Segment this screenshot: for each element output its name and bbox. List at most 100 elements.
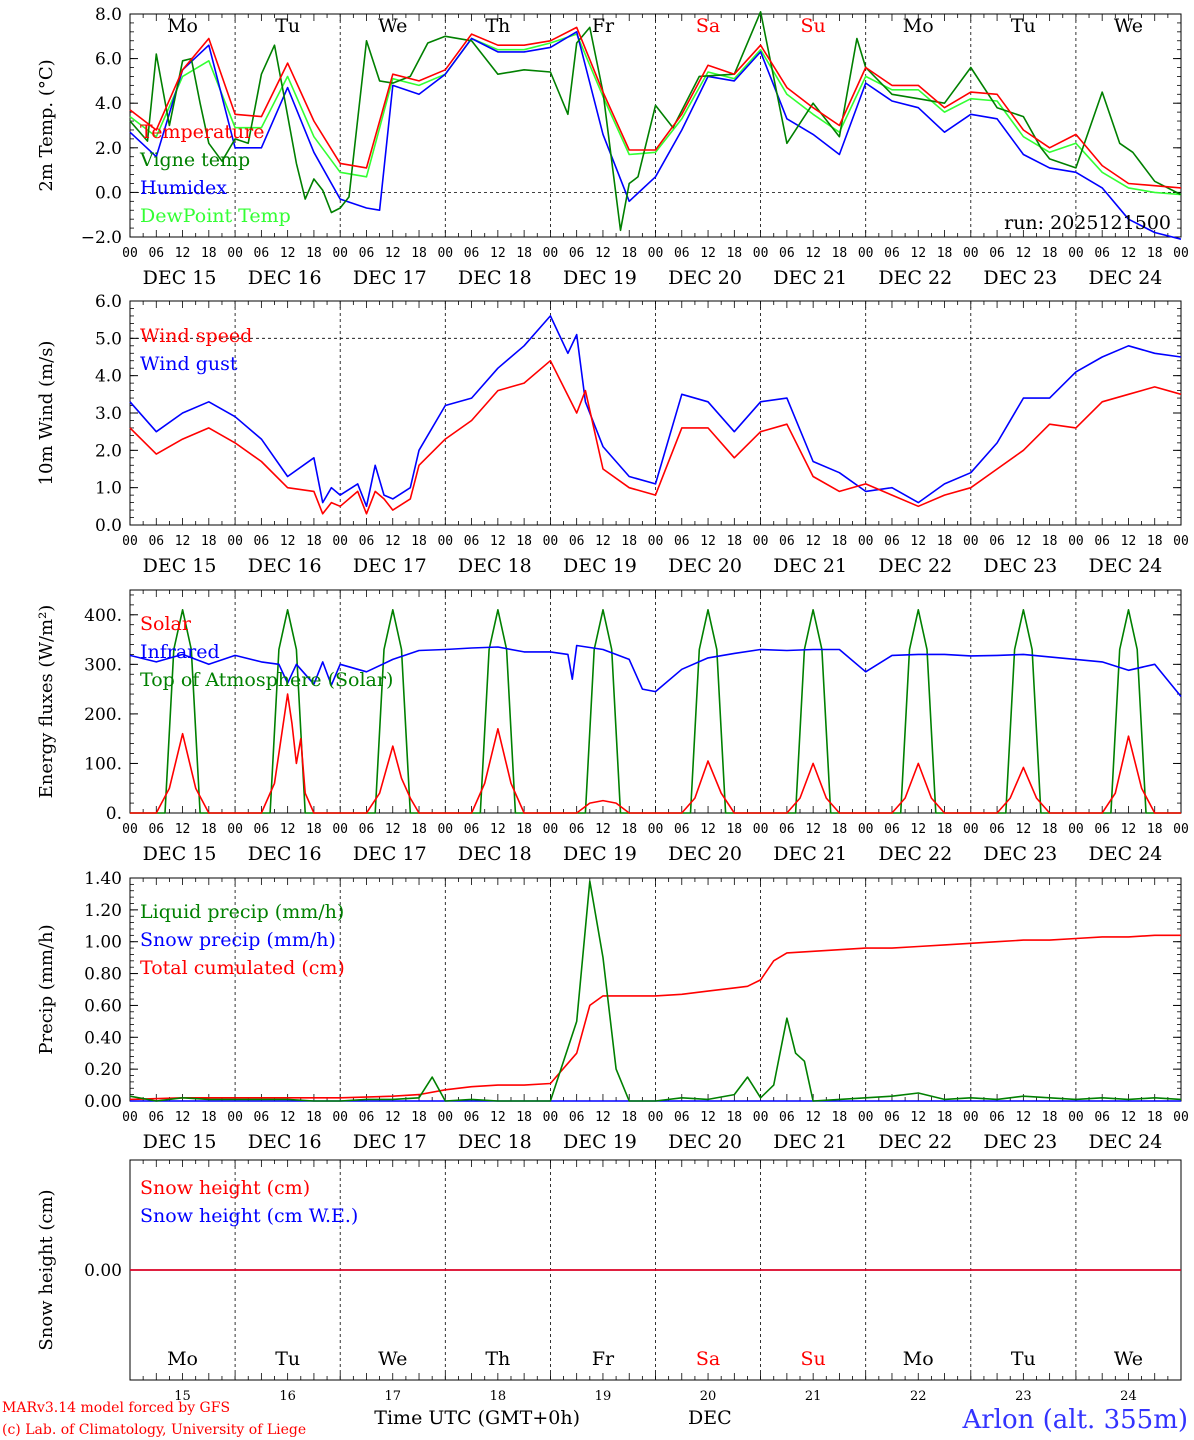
wind-panel: 0.0 1.0 2.0 3.0 4.0 5.0 6.0 10m Wind (m/s) Wind …: [36, 292, 1189, 577]
temperature-hour-label: 18: [832, 246, 848, 261]
energy-hour-label: 18: [1147, 822, 1163, 837]
energy-panel: 0. 100. 200. 300. 400. Energy fluxes (W/m²) So…: [36, 589, 1189, 865]
temperature-hour-label: 12: [910, 246, 926, 261]
wind-hour-label: 06: [569, 534, 585, 549]
energy-hour-label: 00: [122, 822, 138, 837]
wind-hour-label: 18: [201, 534, 217, 549]
station-label: Arlon (alt. 355m): [961, 1405, 1188, 1435]
wind-hour-label: 18: [411, 534, 427, 549]
energy-hour-label: 12: [700, 822, 716, 837]
energy-hour-label: 12: [595, 822, 611, 837]
wind-hour-label: 12: [280, 534, 296, 549]
temperature-weekday-label: We: [378, 15, 407, 37]
temperature-hour-label: 06: [148, 246, 164, 261]
precip-hour-label: 18: [1042, 1110, 1058, 1125]
energy-hour-label: 18: [726, 822, 742, 837]
precip-hour-label: 18: [516, 1110, 532, 1125]
temperature-y-tick-label: 2.0: [95, 139, 122, 159]
precip-hour-label: 00: [963, 1110, 979, 1125]
x-axis-month: DEC: [688, 1407, 732, 1429]
energy-hour-label: 06: [779, 822, 795, 837]
energy-series-solar: [130, 693, 1181, 814]
snow-weekday-label: We: [378, 1348, 407, 1370]
snow-day-number: 21: [805, 1389, 822, 1404]
precip-hour-label: 18: [937, 1110, 953, 1125]
wind-hour-label: 18: [726, 534, 742, 549]
snow-weekday-label: Mo: [903, 1348, 934, 1370]
temperature-date-label: DEC 15: [143, 267, 217, 289]
temperature-hour-label: 00: [122, 246, 138, 261]
energy-hour-label: 00: [753, 822, 769, 837]
energy-series-infrared: [129, 644, 1182, 698]
precip-hour-label: 12: [280, 1110, 296, 1125]
wind-series-wind-speed: [129, 359, 1182, 515]
precip-hour-label: 18: [621, 1110, 637, 1125]
temperature-legend-entry: DewPoint Temp: [140, 205, 291, 227]
precip-hour-label: 06: [884, 1110, 900, 1125]
wind-date-label: DEC 19: [563, 555, 637, 577]
energy-y-tick-label: 0.: [106, 804, 122, 824]
snow-day-number: 20: [700, 1389, 717, 1404]
temperature-hour-label: 12: [700, 246, 716, 261]
snow-legend-entry: Snow height (cm): [140, 1177, 310, 1199]
temperature-hour-label: 00: [963, 246, 979, 261]
temperature-series-humidex: [129, 30, 1182, 240]
wind-hour-label: 12: [490, 534, 506, 549]
snow-panel: 0.00 Snow height (cm) Snow height (cm) Snow…: [36, 1159, 1182, 1404]
temperature-y-tick-label: 6.0: [95, 50, 122, 70]
wind-date-label: DEC 21: [773, 555, 847, 577]
precip-legend-entry: Liquid precip (mm/h): [140, 901, 344, 923]
temperature-weekday-label: Mo: [167, 15, 198, 37]
snow-day-number: 15: [174, 1389, 191, 1404]
energy-date-label: DEC 18: [458, 843, 532, 865]
wind-series-wind-gust: [129, 315, 1182, 508]
precip-hour-label: 12: [490, 1110, 506, 1125]
precip-legend-entry: Snow precip (mm/h): [140, 929, 336, 951]
energy-hour-label: 00: [437, 822, 453, 837]
wind-y-tick-label: 0.0: [95, 516, 122, 536]
temperature-hour-label: 06: [989, 246, 1005, 261]
temperature-weekday-label: Su: [801, 15, 826, 37]
precip-hour-label: 00: [648, 1110, 664, 1125]
temperature-date-label: DEC 18: [458, 267, 532, 289]
wind-hour-label: 12: [385, 534, 401, 549]
wind-hour-label: 18: [621, 534, 637, 549]
temperature-hour-label: 18: [306, 246, 322, 261]
wind-hour-label: 00: [332, 534, 348, 549]
wind-date-label: DEC 15: [143, 555, 217, 577]
precip-hour-label: 00: [1173, 1110, 1189, 1125]
energy-hour-label: 06: [254, 822, 270, 837]
energy-y-tick-label: 300.: [84, 655, 122, 675]
energy-hour-label: 12: [1016, 822, 1032, 837]
energy-hour-label: 00: [227, 822, 243, 837]
temperature-hour-label: 06: [1094, 246, 1110, 261]
precip-hour-label: 06: [779, 1110, 795, 1125]
temperature-frame: [129, 13, 1182, 238]
wind-hour-label: 18: [306, 534, 322, 549]
temperature-hour-label: 06: [464, 246, 480, 261]
model-credit: MARv3.14 model forced by GFS: [2, 1400, 230, 1416]
snow-weekday-label: Th: [485, 1348, 510, 1370]
temperature-date-label: DEC 19: [563, 267, 637, 289]
precip-y-tick-label: 1.20: [84, 901, 122, 921]
precip-y-tick-label: 0.00: [84, 1092, 122, 1112]
temperature-y-tick-label: 4.0: [95, 94, 122, 114]
precip-hour-label: 00: [543, 1110, 559, 1125]
temperature-hour-label: 18: [1147, 246, 1163, 261]
temperature-weekday-label: Mo: [903, 15, 934, 37]
wind-hour-label: 06: [148, 534, 164, 549]
lab-credit: (c) Lab. of Climatology, University of L…: [2, 1422, 306, 1438]
temperature-hour-label: 12: [1016, 246, 1032, 261]
wind-hour-label: 06: [674, 534, 690, 549]
temperature-weekday-label: Sa: [696, 15, 720, 37]
wind-hour-label: 12: [805, 534, 821, 549]
temperature-panel: −2.0 0.0 2.0 4.0 6.0 8.0 2m Temp. (°C) Temperat…: [36, 5, 1189, 289]
wind-hour-label: 06: [989, 534, 1005, 549]
precip-date-label: DEC 20: [668, 1131, 742, 1153]
precip-hour-label: 00: [227, 1110, 243, 1125]
temperature-legend-entry: Vigne temp: [139, 149, 250, 171]
energy-y-tick-label: 100.: [84, 754, 122, 774]
snow-day-number: 24: [1120, 1389, 1137, 1404]
precip-hour-label: 06: [989, 1110, 1005, 1125]
wind-y-axis-label: 10m Wind (m/s): [36, 341, 57, 486]
